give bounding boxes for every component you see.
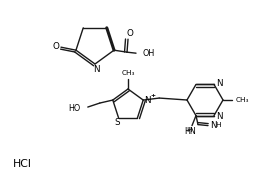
Text: N: N	[144, 96, 151, 105]
Text: CH₃: CH₃	[236, 97, 250, 103]
Text: N: N	[216, 79, 222, 88]
Text: N: N	[93, 65, 99, 74]
Text: HO: HO	[69, 103, 81, 113]
Text: CH₃: CH₃	[121, 70, 135, 76]
Text: +: +	[151, 93, 156, 98]
Text: O: O	[127, 29, 133, 38]
Text: N: N	[210, 121, 216, 130]
Text: N: N	[216, 112, 222, 121]
Text: S: S	[115, 118, 120, 127]
Text: O: O	[52, 42, 59, 51]
Text: OH: OH	[142, 49, 154, 58]
Text: H: H	[215, 122, 221, 128]
Text: HN: HN	[184, 127, 196, 136]
Text: H: H	[186, 127, 192, 133]
Text: HCl: HCl	[13, 159, 31, 169]
